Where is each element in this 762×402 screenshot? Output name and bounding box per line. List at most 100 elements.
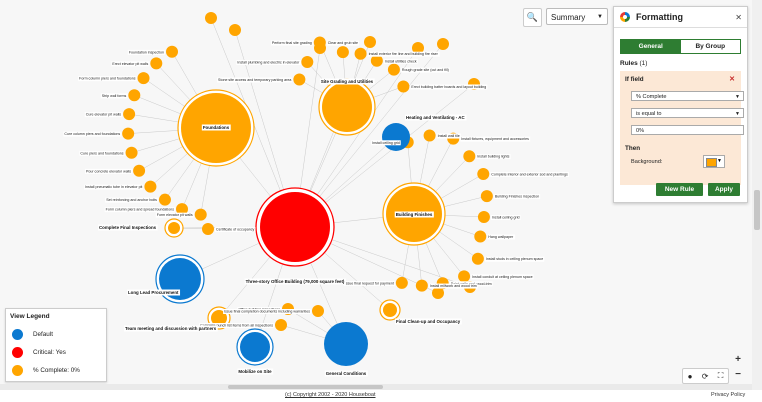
privacy-policy-link[interactable]: Privacy Policy bbox=[711, 392, 746, 398]
leaf-node[interactable] bbox=[229, 24, 241, 36]
search-button[interactable]: 🔍 bbox=[523, 8, 542, 27]
rule-operator-select[interactable]: is equal to ▼ bbox=[631, 108, 744, 118]
label-background bbox=[215, 227, 256, 232]
leaf-node[interactable] bbox=[293, 73, 306, 86]
leaf-node[interactable] bbox=[312, 305, 324, 317]
leaf-node[interactable] bbox=[370, 54, 383, 67]
leaf-node[interactable] bbox=[354, 47, 367, 60]
node-label: Install millwork and wood trim bbox=[430, 284, 477, 288]
leaf-node[interactable] bbox=[477, 168, 490, 180]
leaf-node[interactable] bbox=[480, 190, 493, 203]
hub-node-general[interactable] bbox=[324, 322, 368, 366]
node-label: Foundation inspection bbox=[129, 50, 164, 54]
formatting-logo-icon bbox=[620, 12, 630, 22]
formatting-header: Formatting ✕ bbox=[614, 7, 747, 28]
leaf-node[interactable] bbox=[150, 57, 163, 70]
zoom-out-button[interactable]: − bbox=[735, 369, 741, 380]
vertical-scroll-thumb[interactable] bbox=[754, 190, 760, 230]
node-label: Install plumbing and electric in elevato… bbox=[237, 61, 300, 65]
delete-rule-icon[interactable]: ✕ bbox=[729, 76, 735, 83]
leaf-node[interactable] bbox=[458, 270, 471, 283]
label-background bbox=[270, 40, 313, 46]
leaf-node[interactable] bbox=[477, 211, 490, 224]
leaf-node[interactable] bbox=[437, 38, 449, 50]
node-label: Issue final completion documents includi… bbox=[224, 310, 310, 314]
horizontal-scroll-thumb[interactable] bbox=[228, 385, 383, 389]
leaf-node[interactable] bbox=[395, 276, 408, 289]
tab-general[interactable]: General bbox=[621, 40, 681, 53]
copyright-link[interactable]: (c) Copyright 2002 - 2020 Houseboat bbox=[285, 392, 376, 398]
label-background bbox=[217, 77, 293, 83]
hub-node-mobilize[interactable] bbox=[240, 332, 270, 362]
center-icon[interactable]: ● bbox=[687, 371, 693, 381]
leaf-node[interactable] bbox=[122, 127, 135, 140]
hub-node-meeting[interactable] bbox=[211, 310, 227, 326]
footer: (c) Copyright 2002 - 2020 Houseboat Priv… bbox=[0, 390, 762, 402]
leaf-node[interactable] bbox=[166, 45, 178, 58]
node-label: Form column piers and foundations bbox=[79, 77, 136, 81]
legend-dot-default bbox=[12, 329, 23, 340]
hub-node-site[interactable] bbox=[322, 82, 372, 132]
leaf-node[interactable] bbox=[471, 252, 484, 265]
new-rule-button[interactable]: New Rule bbox=[656, 183, 703, 196]
horizontal-scrollbar[interactable] bbox=[0, 384, 752, 390]
leaf-node[interactable] bbox=[128, 89, 141, 102]
leaf-node[interactable] bbox=[137, 72, 150, 85]
label-background bbox=[84, 112, 123, 118]
view-select[interactable]: Summary ▼ bbox=[546, 8, 608, 25]
label-background bbox=[493, 194, 541, 200]
refresh-icon[interactable]: ⟳ bbox=[701, 371, 709, 381]
zoom-in-button[interactable]: + bbox=[735, 354, 741, 365]
vertical-scrollbar[interactable] bbox=[752, 0, 762, 390]
chevron-down-icon: ▼ bbox=[717, 158, 722, 164]
leaf-node[interactable] bbox=[364, 36, 376, 48]
leaf-node[interactable] bbox=[423, 129, 436, 142]
leaf-node[interactable] bbox=[205, 12, 217, 24]
rule-field-select[interactable]: % Complete ▼ bbox=[631, 91, 744, 101]
leaf-node[interactable] bbox=[123, 108, 136, 121]
leaf-node[interactable] bbox=[194, 208, 207, 221]
leaf-node[interactable] bbox=[133, 164, 146, 177]
apply-button[interactable]: Apply bbox=[708, 183, 740, 196]
leaf-node[interactable] bbox=[275, 319, 287, 331]
fullscreen-icon[interactable]: ⛶ bbox=[717, 371, 724, 380]
leaf-node[interactable] bbox=[412, 42, 424, 54]
background-color-picker[interactable]: ▼ bbox=[703, 155, 725, 168]
node-label: Install ceiling grid bbox=[372, 141, 400, 145]
leaf-node[interactable] bbox=[176, 203, 189, 216]
label-background bbox=[490, 172, 569, 177]
rule-value-input[interactable]: 0% bbox=[631, 125, 744, 135]
node-label: Erect building batter boards and layout … bbox=[411, 85, 486, 89]
leaf-node[interactable] bbox=[144, 180, 157, 193]
leaf-node[interactable] bbox=[397, 80, 410, 93]
leaf-node[interactable] bbox=[125, 146, 138, 159]
label-background bbox=[105, 197, 159, 203]
tab-by-group[interactable]: By Group bbox=[680, 40, 740, 53]
leaf-node[interactable] bbox=[474, 230, 487, 243]
hub-node-hvac[interactable] bbox=[382, 123, 410, 151]
node-label: Three-story Office Building (79,000 squa… bbox=[246, 279, 345, 284]
leaf-node[interactable] bbox=[463, 150, 476, 163]
center-node[interactable] bbox=[260, 192, 330, 262]
hub-node-inspections[interactable] bbox=[168, 222, 180, 234]
legend-label: Critical: Yes bbox=[33, 349, 66, 356]
leaf-node[interactable] bbox=[432, 287, 444, 299]
label-background bbox=[319, 78, 375, 85]
close-icon[interactable]: ✕ bbox=[735, 12, 742, 22]
leaf-node[interactable] bbox=[202, 223, 214, 235]
leaf-node[interactable] bbox=[301, 56, 314, 69]
hub-node-cleanup[interactable] bbox=[383, 303, 397, 317]
leaf-node[interactable] bbox=[387, 63, 400, 76]
leaf-node[interactable] bbox=[336, 46, 349, 59]
node-label: Cure piers and foundations bbox=[80, 151, 123, 155]
label-background bbox=[410, 84, 488, 90]
formatting-tabs: General By Group bbox=[620, 39, 741, 54]
node-label: Install fixtures, equipment and accessor… bbox=[461, 137, 529, 141]
label-background bbox=[104, 207, 176, 213]
leaf-node[interactable] bbox=[158, 193, 171, 206]
leaf-node[interactable] bbox=[314, 42, 326, 54]
leaf-node[interactable] bbox=[415, 279, 428, 292]
rule-card: If field ✕ % Complete ▼ is equal to ▼ 0% T… bbox=[620, 71, 744, 185]
node-label: Long Lead Procurement bbox=[128, 290, 179, 295]
